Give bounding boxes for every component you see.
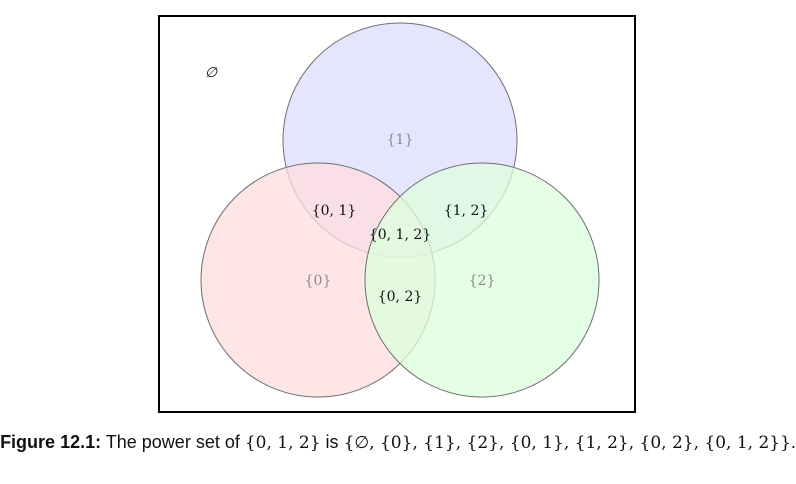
region-label-02: {0, 2}	[378, 289, 423, 305]
region-label-2: {2}	[469, 273, 496, 289]
region-label-12: {1, 2}	[444, 203, 489, 219]
circle-set-2	[364, 162, 600, 398]
region-label-01: {0, 1}	[312, 203, 357, 219]
caption-is: is	[320, 432, 344, 452]
caption-text: The power set of	[101, 432, 245, 452]
region-label-1: {1}	[387, 132, 414, 148]
figure-caption: Figure 12.1: The power set of {0, 1, 2} …	[0, 432, 796, 453]
caption-set: {0, 1, 2}	[244, 433, 321, 453]
empty-set-label: ∅	[205, 65, 218, 81]
caption-lead: Figure 12.1:	[0, 432, 102, 452]
venn-diagram: ∅ {1} {0} {2} {0, 1} {1, 2} {0, 1, 2} {0…	[158, 15, 636, 413]
caption-power-set: {∅, {0}, {1}, {2}, {0, 1}, {1, 2}, {0, 2…	[343, 433, 791, 453]
region-label-0: {0}	[305, 273, 332, 289]
region-label-012: {0, 1, 2}	[369, 227, 431, 243]
caption-end: .	[790, 432, 796, 452]
